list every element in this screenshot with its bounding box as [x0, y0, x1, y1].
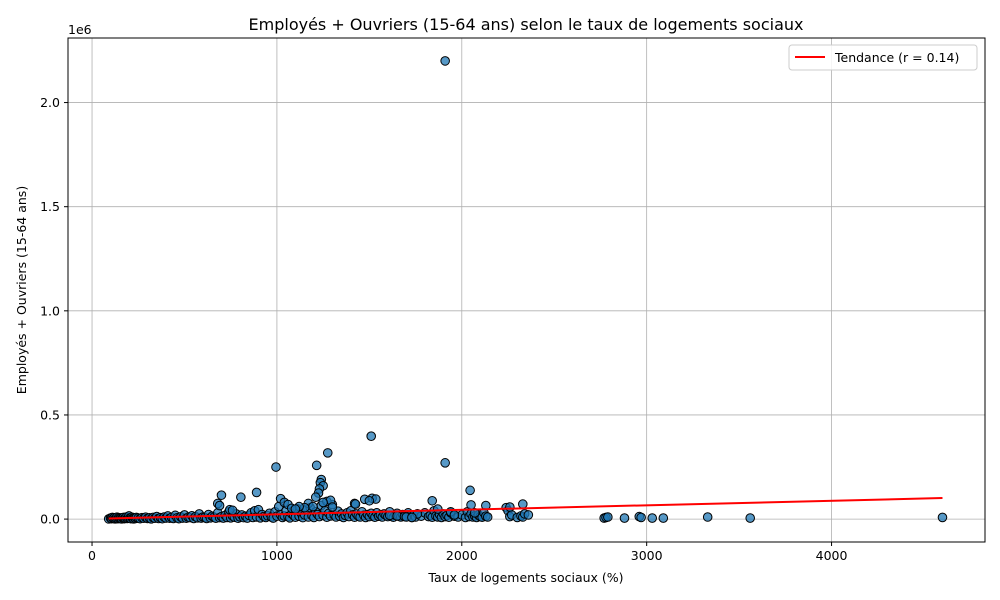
plot-frame — [67, 37, 986, 543]
data-point — [271, 462, 281, 472]
x-tick-label: 4000 — [816, 548, 848, 563]
trend-line — [108, 497, 943, 520]
data-point — [311, 460, 322, 471]
data-point — [523, 510, 534, 520]
data-point — [658, 513, 669, 523]
data-point — [227, 505, 238, 516]
x-axis-label: Taux de logements sociaux (%) — [427, 570, 623, 585]
data-point — [216, 490, 227, 500]
data-point — [603, 512, 613, 522]
data-point — [308, 501, 318, 512]
y-axis-ticks: 0.0 0.5 1.0 1.5 2.0 — [40, 95, 68, 527]
data-point — [465, 485, 475, 496]
data-point — [290, 504, 301, 514]
data-point — [350, 499, 361, 509]
data-point — [432, 504, 443, 514]
y-tick-label: 2.0 — [40, 95, 60, 110]
data-point — [440, 458, 450, 468]
data-point — [440, 56, 450, 66]
legend-box — [788, 44, 978, 71]
y-tick-label: 1.0 — [40, 303, 60, 318]
data-point — [427, 495, 438, 506]
data-point — [364, 495, 375, 506]
grid — [68, 38, 985, 542]
data-point — [636, 512, 646, 523]
x-tick-label: 1000 — [261, 548, 293, 563]
data-point — [466, 500, 476, 510]
y-tick-label: 1.5 — [40, 199, 60, 214]
legend: Tendance (r = 0.14) — [788, 44, 978, 71]
data-point — [236, 492, 246, 503]
y-axis-offset-label: 1e6 — [68, 22, 92, 37]
chart-title: Employés + Ouvriers (15-64 ans) selon le… — [249, 15, 804, 34]
data-point — [214, 500, 225, 511]
data-point — [647, 513, 658, 523]
y-tick-label: 0.0 — [40, 512, 60, 527]
y-tick-label: 0.5 — [40, 407, 60, 422]
data-point — [518, 499, 528, 509]
data-point — [327, 502, 338, 512]
y-axis-label: Employés + Ouvriers (15-64 ans) — [14, 186, 29, 394]
data-point — [619, 513, 630, 523]
data-point — [937, 512, 948, 523]
data-point — [745, 513, 756, 523]
data-point — [310, 492, 321, 503]
data-point — [366, 431, 377, 442]
x-tick-label: 0 — [88, 548, 96, 563]
trend-line-group — [108, 497, 943, 520]
data-point — [407, 512, 417, 523]
x-tick-label: 2000 — [446, 548, 478, 563]
data-point — [318, 497, 328, 508]
data-point — [702, 512, 713, 522]
x-tick-label: 3000 — [631, 548, 663, 563]
data-point — [505, 502, 515, 512]
data-point — [251, 487, 262, 498]
legend-entry-trend: Tendance (r = 0.14) — [834, 50, 959, 65]
x-axis-ticks: 0 1000 2000 3000 4000 — [88, 542, 848, 563]
data-point — [449, 510, 460, 520]
data-points — [103, 56, 948, 524]
data-point — [322, 448, 333, 458]
data-point — [482, 512, 493, 522]
